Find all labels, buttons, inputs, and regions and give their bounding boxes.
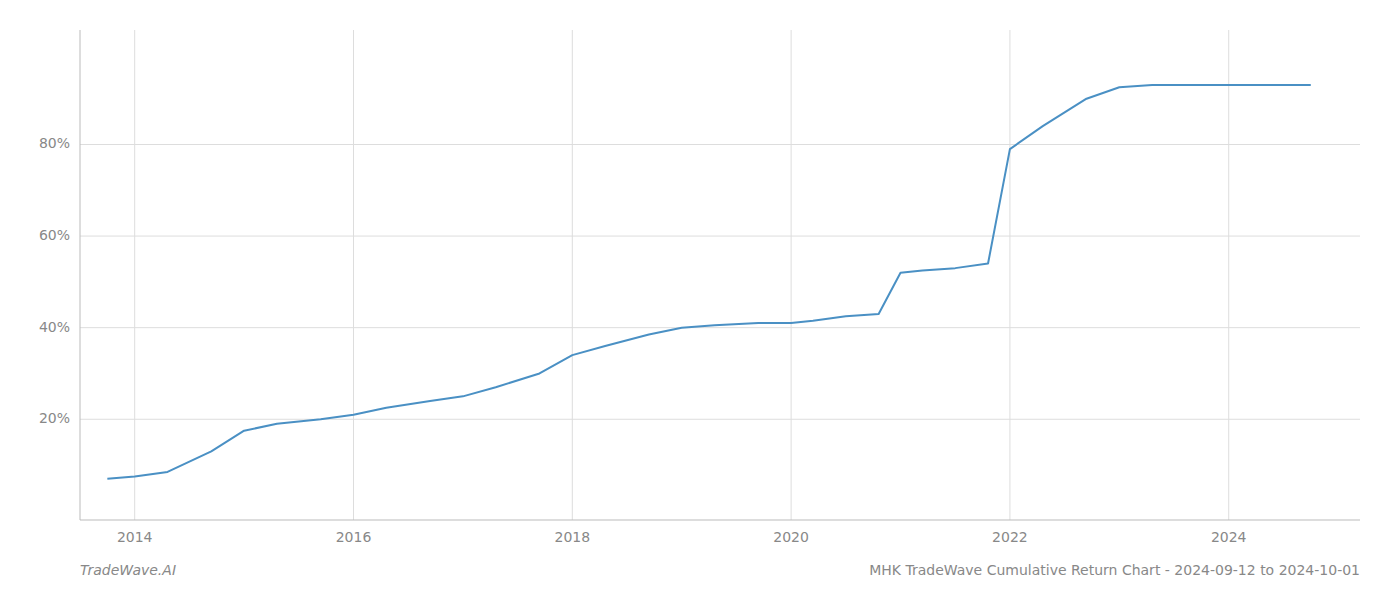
series-group (107, 85, 1310, 479)
x-tick-label: 2020 (773, 529, 809, 545)
x-tick-label: 2014 (117, 529, 153, 545)
x-grid-line (134, 30, 135, 520)
x-grid-line (1228, 30, 1229, 520)
x-tick-label: 2022 (992, 529, 1028, 545)
x-tick-label: 2016 (336, 529, 372, 545)
y-tick-label: 40% (39, 319, 70, 335)
background (0, 0, 1400, 600)
y-tick-label: 80% (39, 135, 70, 151)
x-grid-line (353, 30, 354, 520)
x-grid-line (1009, 30, 1010, 520)
y-axis-line (80, 30, 81, 520)
x-grid-line (791, 30, 792, 520)
y-tick-label: 20% (39, 410, 70, 426)
y-tick-label: 60% (39, 227, 70, 243)
chart-container: 20% 40% 60% 80% 2014 2016 2018 2020 2022 2024 Trad… (0, 0, 1400, 600)
y-grid-line (80, 236, 1360, 237)
y-grid-line (80, 144, 1360, 145)
y-grid-line (80, 327, 1360, 328)
data-line (107, 85, 1310, 479)
texts: TradeWave.AI MHK TradeWave Cumulative Ret… (80, 562, 1360, 578)
x-grid-line (572, 30, 573, 520)
y-grid-line (80, 419, 1360, 420)
chart-svg: 20% 40% 60% 80% 2014 2016 2018 2020 2022 2024 Trad… (0, 0, 1400, 600)
x-tick-label: 2024 (1211, 529, 1247, 545)
x-tick-label: 2018 (554, 529, 590, 545)
grid (80, 30, 1360, 520)
chart-title: MHK TradeWave Cumulative Return Chart - … (869, 562, 1360, 578)
watermark: TradeWave.AI (80, 562, 176, 578)
x-axis-line (80, 520, 1360, 521)
axes: 20% 40% 60% 80% 2014 2016 2018 2020 2022 2024 (39, 30, 1360, 545)
